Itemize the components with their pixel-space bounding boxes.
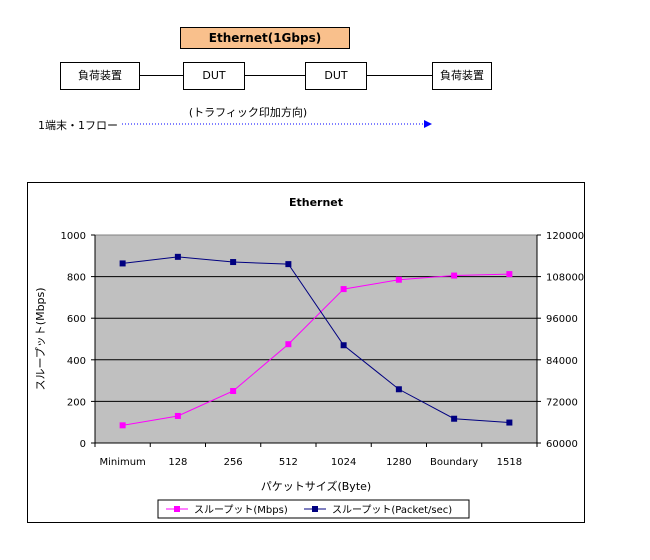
- x-tick-label: Minimum: [99, 457, 145, 468]
- dut-1: DUT: [183, 62, 245, 90]
- series-point-1: [340, 286, 347, 293]
- y-tick-label: 0: [80, 439, 86, 450]
- flow-label: 1端末・1フロー: [38, 119, 118, 132]
- x-tick-label: 1280: [386, 457, 411, 468]
- series-point-1: [395, 276, 402, 283]
- legend-marker-1: [174, 506, 180, 512]
- series-point-2: [285, 261, 292, 268]
- series-point-1: [119, 422, 126, 429]
- series-point-1: [451, 272, 458, 279]
- y2-tick-label: 108000: [546, 273, 584, 284]
- y-tick-label: 800: [67, 273, 86, 284]
- series-point-2: [174, 253, 181, 260]
- chart-svg: Ethernet 0 200 400 600 800 1000 60000 72000 84000…: [34, 196, 602, 519]
- y-tick-label: 400: [67, 356, 86, 367]
- traffic-arrow: [122, 120, 432, 128]
- plot-area: [94, 234, 538, 444]
- series-point-2: [340, 342, 347, 349]
- series-point-2: [119, 260, 126, 267]
- series-line-1: [122, 273, 510, 426]
- x-axis-label: パケットサイズ(Byte): [261, 479, 371, 493]
- ethernet-banner: Ethernet(1Gbps): [180, 27, 350, 49]
- legend-marker-2: [312, 506, 318, 512]
- series-point-2: [230, 259, 237, 266]
- legend-label-2: スループット(Packet/sec): [332, 504, 452, 516]
- y2-tick-label: 72000: [546, 397, 578, 408]
- load-device-right: 負荷装置: [432, 62, 492, 90]
- x-tick-label: 128: [168, 457, 187, 468]
- y2-tick-label: 96000: [546, 314, 578, 325]
- y2-tick-label: 120000: [546, 231, 584, 242]
- legend-label-1: スループット(Mbps): [194, 504, 288, 516]
- link-line: [140, 75, 435, 76]
- y2-tick-label: 60000: [546, 439, 578, 450]
- series-point-1: [506, 271, 513, 278]
- dut-2: DUT: [305, 62, 367, 90]
- x-tick-label: 256: [224, 457, 243, 468]
- series-point-1: [285, 341, 292, 348]
- chart-container: Ethernet 0 200 400 600 800 1000 60000 72000 84000…: [27, 182, 602, 523]
- x-tick-label: Boundary: [430, 457, 478, 468]
- y2-tick-label: 84000: [546, 356, 578, 367]
- series-point-1: [230, 388, 237, 394]
- traffic-direction-label: (トラフィック印加方向): [188, 106, 308, 119]
- x-tick-label: 512: [279, 457, 298, 468]
- y-axis-label: スループット(Mbps): [34, 287, 47, 390]
- chart-title: Ethernet: [289, 196, 343, 209]
- series-point-2: [506, 419, 513, 426]
- x-tick-label: 1024: [331, 457, 356, 468]
- series-line-2: [122, 256, 510, 424]
- y-tick-label: 1000: [61, 231, 86, 242]
- series-point-1: [174, 412, 181, 419]
- y-tick-label: 600: [67, 314, 86, 325]
- load-device-left: 負荷装置: [60, 62, 140, 90]
- y-tick-label: 200: [67, 397, 86, 408]
- x-tick-label: 1518: [497, 457, 522, 468]
- series-point-2: [451, 415, 458, 422]
- series-point-2: [395, 386, 402, 393]
